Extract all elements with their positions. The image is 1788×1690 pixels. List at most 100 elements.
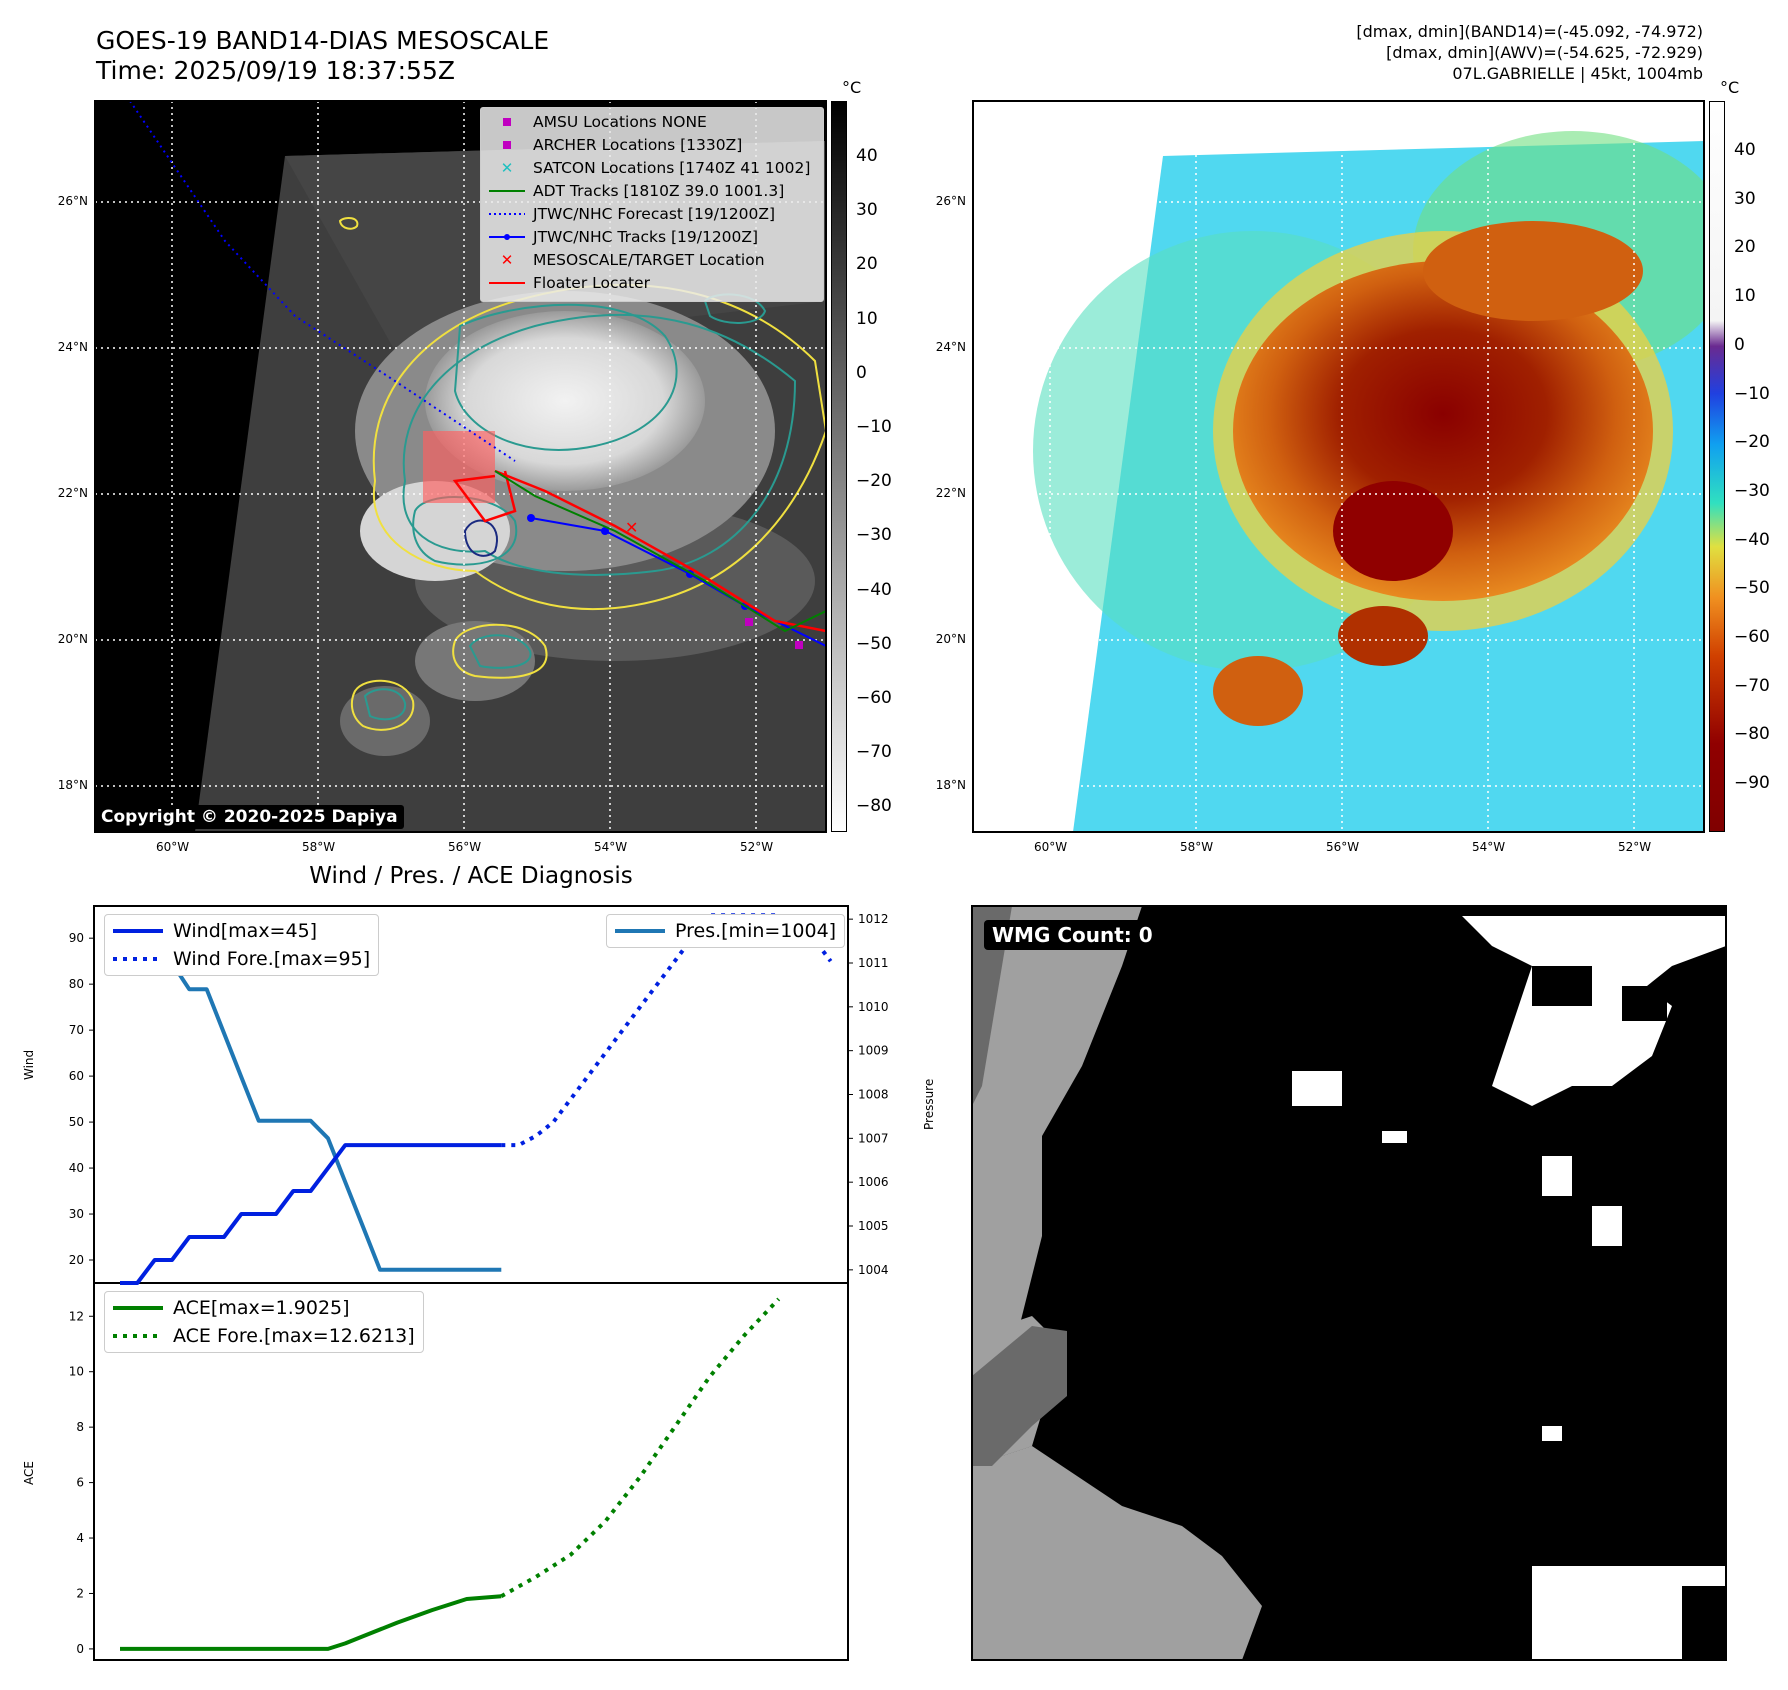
panel-title-line1: GOES-19 BAND14-DIAS MESOSCALE (96, 26, 550, 55)
lat-label: 18°N (935, 778, 966, 792)
awv-image (973, 101, 1704, 832)
pressure-tick-label: 1011 (858, 956, 889, 970)
legend-wind-fore: Wind Fore.[max=95] (113, 948, 371, 970)
lon-label: 52°W (1618, 840, 1652, 854)
colorbar-tick-label: 30 (856, 200, 878, 221)
colorbar-tick-label: 0 (1734, 334, 1745, 355)
map-legend: AMSU Locations NONE ARCHER Locations [133… (480, 107, 824, 302)
colorbar-tick-label: 20 (856, 254, 878, 275)
lat-label: 20°N (57, 632, 88, 646)
pressure-tick-label: 1006 (858, 1175, 889, 1189)
lat-label: 26°N (935, 194, 966, 208)
legend-marker-icon (481, 233, 533, 241)
wind-tick-label: 40 (69, 1161, 84, 1175)
map-legend-item: Floater Locater (481, 271, 823, 294)
lat-label: 22°N (935, 486, 966, 500)
legend-label: SATCON Locations [1740Z 41 1002] (533, 158, 811, 177)
colorbar-tick-label: −30 (856, 525, 892, 546)
svg-text:✕: ✕ (625, 518, 638, 537)
pressure-legend: Pres.[min=1004] (606, 914, 846, 948)
legend-label: AMSU Locations NONE (533, 112, 707, 131)
tr-lon-labels: 60°W 58°W 56°W 54°W 52°W (973, 840, 1704, 860)
wind-tick-label: 90 (69, 931, 84, 945)
lat-label: 18°N (57, 778, 88, 792)
lat-label: 26°N (57, 194, 88, 208)
legend-marker-icon: ✕ (500, 158, 514, 177)
wind-tick-label: 50 (69, 1115, 84, 1129)
colorbar-tick-label: −10 (1734, 383, 1770, 404)
legend-marker-icon: ✕ (500, 250, 514, 269)
colorbar-tick-label: −50 (1734, 578, 1770, 599)
tl-lat-labels: 26°N 24°N 22°N 20°N 18°N (40, 101, 94, 832)
legend-wind: Wind[max=45] (113, 920, 318, 942)
map-legend-item: JTWC/NHC Forecast [19/1200Z] (481, 202, 823, 225)
diagnosis-plot: 20 30 40 50 60 70 80 90 1004 1005 1006 1007 1008 1009… (69, 905, 889, 1661)
tl-lon-labels: 60°W 58°W 56°W 54°W 52°W (95, 840, 826, 860)
ir-satellite-map: ✕ AMSU Locations NONE ARCHER Locations [1… (95, 101, 826, 832)
lon-label: 54°W (594, 840, 628, 854)
ace-line (120, 1594, 502, 1651)
pressure-tick-label: 1008 (858, 1088, 889, 1102)
ace-tick-label: 12 (69, 1309, 84, 1323)
lat-label: 22°N (57, 486, 88, 500)
floater-track (494, 469, 826, 633)
pressure-tick-label: 1007 (858, 1131, 889, 1145)
ace-tick-label: 4 (76, 1531, 84, 1545)
map-legend-item: JTWC/NHC Tracks [19/1200Z] (481, 225, 823, 248)
forecast-track (129, 101, 516, 462)
diagnosis-title: Wind / Pres. / ACE Diagnosis (309, 863, 633, 889)
colorbar-tick-label: 10 (1734, 286, 1756, 307)
pressure-line (120, 917, 502, 1272)
legend-label: JTWC/NHC Forecast [19/1200Z] (533, 204, 776, 223)
wmg-panel: WMG Count: 0 (972, 906, 1726, 1660)
adt-track (494, 470, 826, 633)
ace-tick-label: 10 (69, 1365, 84, 1379)
wind-tick-label: 80 (69, 977, 84, 991)
map-legend-item: ADT Tracks [1810Z 39.0 1001.3] (481, 179, 823, 202)
legend-label: MESOSCALE/TARGET Location (533, 250, 765, 269)
colorbar-tick-label: 20 (1734, 237, 1756, 258)
pressure-axis-label: Pressure (922, 1078, 936, 1130)
legend-marker-icon (481, 187, 533, 195)
pressure-tick-label: 1005 (858, 1219, 889, 1233)
info-line1: [dmax, dmin](BAND14)=(-45.092, -74.972) (1356, 22, 1703, 41)
wind-axis-label: Wind (22, 1049, 36, 1080)
legend-ace-fore: ACE Fore.[max=12.6213] (113, 1325, 415, 1347)
pressure-tick-label: 1009 (858, 1044, 889, 1058)
diagnosis-chart: 2030405060708090100410051006100710081009… (69, 905, 889, 1661)
colorbar-tick-label: 0 (856, 362, 867, 383)
colorbar-tick-label: −40 (1734, 529, 1770, 550)
wind-line (120, 1143, 502, 1285)
legend-label: ADT Tracks [1810Z 39.0 1001.3] (533, 181, 785, 200)
lat-label: 24°N (57, 340, 88, 354)
floater-box (423, 431, 495, 503)
legend-ace: ACE[max=1.9025] (113, 1297, 350, 1319)
colorbar-tick-label: 30 (1734, 188, 1756, 209)
tr-colorbar (1709, 101, 1725, 832)
wmg-count-label: WMG Count: 0 (984, 920, 1161, 950)
lon-label: 60°W (156, 840, 190, 854)
map-legend-item: ✕ MESOSCALE/TARGET Location (481, 248, 823, 271)
colorbar-tick-label: −20 (856, 471, 892, 492)
legend-label: JTWC/NHC Tracks [19/1200Z] (533, 227, 759, 246)
colorbar-tick-label: −90 (1734, 773, 1770, 794)
lon-label: 60°W (1034, 840, 1068, 854)
colorbar-tick-label: 10 (856, 308, 878, 329)
wind-legend: Wind[max=45] Wind Fore.[max=95] (104, 914, 380, 976)
map-legend-item: ARCHER Locations [1330Z] (481, 133, 823, 156)
wind-tick-label: 70 (69, 1023, 84, 1037)
colorbar-tick-label: −80 (1734, 724, 1770, 745)
map-legend-item: AMSU Locations NONE (481, 110, 823, 133)
lon-label: 58°W (1180, 840, 1214, 854)
colorbar-tick-label: 40 (856, 146, 878, 166)
ace-axes-frame (93, 1282, 849, 1661)
lat-label: 20°N (935, 632, 966, 646)
colorbar-tick-label: −70 (856, 742, 892, 763)
ace-legend: ACE[max=1.9025] ACE Fore.[max=12.6213] (104, 1291, 424, 1353)
ace-tick-label: 6 (76, 1476, 84, 1490)
lon-label: 54°W (1472, 840, 1506, 854)
tl-colorbar-unit: °C (842, 78, 862, 97)
legend-marker-icon (481, 210, 533, 218)
legend-marker-icon (481, 139, 533, 151)
wind-tick-label: 30 (69, 1207, 84, 1221)
